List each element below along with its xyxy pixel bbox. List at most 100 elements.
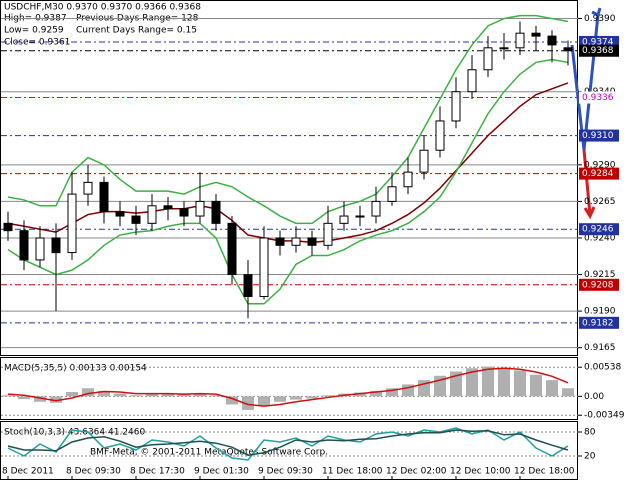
candle-body <box>227 222 237 276</box>
level-label: 0.9310 <box>582 131 614 141</box>
candle-body <box>371 200 381 217</box>
x-tick-label: 8 Dec 17:30 <box>130 467 185 477</box>
macd-bar <box>146 393 158 397</box>
info-close: Close= 0.9361 <box>4 38 70 48</box>
candle-body <box>291 237 301 246</box>
level-tag <box>579 129 619 142</box>
y-tick-label: 0.9165 <box>584 343 616 353</box>
candle-body <box>179 208 189 217</box>
macd-bar <box>562 388 574 397</box>
y-tick-label: 0.00 <box>584 392 604 402</box>
level-label: 0.9336 <box>582 93 614 103</box>
x-tick-label: 8 Dec 09:30 <box>66 467 121 477</box>
indicator-line <box>7 58 569 305</box>
y-tick-label: 20 <box>584 452 596 462</box>
level-label: 0.9284 <box>582 169 614 179</box>
candle-body <box>483 47 493 71</box>
y-tick-label: 0.9390 <box>584 14 616 24</box>
macd-bar <box>306 396 318 399</box>
level-label: 0.9374 <box>582 37 614 47</box>
level-label: 0.9208 <box>582 280 614 290</box>
macd-bar <box>50 396 62 403</box>
y-tick-label: 0.00538 <box>584 363 621 373</box>
macd-title: MACD(5,35,5) 0.00133 0.00154 <box>4 364 147 374</box>
candle-body <box>307 237 317 246</box>
x-tick-label: 9 Dec 09:30 <box>258 467 313 477</box>
main-panel <box>0 0 578 356</box>
y-tick-label: 0.9290 <box>584 160 616 170</box>
macd-bar <box>18 396 30 400</box>
macd-bar <box>354 392 366 397</box>
candle-body <box>387 186 397 202</box>
macd-bar <box>370 390 382 397</box>
macd-bar <box>178 394 190 397</box>
candle-body <box>515 32 525 49</box>
level-tag <box>579 167 619 180</box>
candle-body <box>131 215 141 224</box>
macd-bar <box>210 395 222 397</box>
macd-bar <box>290 396 302 400</box>
candle-body <box>195 200 205 217</box>
candle-body <box>403 171 413 188</box>
indicator-line <box>7 14 569 225</box>
level-tag <box>579 316 619 329</box>
candle-body <box>355 215 365 218</box>
macd-bar <box>98 390 110 397</box>
candle-body <box>211 200 221 224</box>
y-tick-label: 0.9215 <box>584 270 616 280</box>
y-tick-label: 80 <box>584 428 596 438</box>
macd-bar <box>322 395 334 397</box>
macd-bar <box>2 395 14 397</box>
candle-body <box>83 181 93 195</box>
candle-body <box>163 205 173 210</box>
level-label: 0.9246 <box>582 225 614 235</box>
x-tick-label: 8 Dec 2011 <box>2 467 54 477</box>
x-tick-label: 12 Dec 18:00 <box>514 467 575 477</box>
info-low: Low= 0.9259 <box>4 26 64 36</box>
y-tick-label: 0.9265 <box>584 197 616 207</box>
level-tag <box>579 44 619 57</box>
macd-bar <box>242 396 254 410</box>
candle-body <box>243 274 253 297</box>
indicator-line <box>7 367 569 407</box>
macd-bar <box>466 368 478 397</box>
candle-body <box>339 215 349 224</box>
candle-body <box>563 47 573 52</box>
x-tick-label: 12 Dec 10:00 <box>450 467 511 477</box>
indicator-line <box>7 429 569 456</box>
x-tick-label: 12 Dec 02:00 <box>386 467 447 477</box>
macd-bar <box>162 393 174 397</box>
candle-body <box>99 181 109 213</box>
macd-bar <box>402 384 414 397</box>
footer: BMF-Meta, © 2001-2011 MetaQuotes Softwar… <box>90 448 328 458</box>
candle-body <box>419 149 429 173</box>
macd-bar <box>498 368 510 397</box>
candle-body <box>467 69 477 93</box>
candle-body <box>531 32 541 37</box>
info-cur-range: Current Days Range= 0.15 <box>76 26 197 36</box>
macd-bar <box>226 396 238 405</box>
macd-bar <box>194 393 206 397</box>
macd-bar <box>258 396 270 407</box>
y-tick-label: 0.9240 <box>584 233 616 243</box>
chart-title: USDCHF,M30 0.9370 0.9370 0.9366 0.9368 <box>4 3 201 13</box>
candle-body <box>35 237 45 261</box>
candle-body <box>435 120 445 151</box>
candle-body <box>451 91 461 122</box>
forecast-arrow-head <box>591 7 602 18</box>
candle-body <box>275 237 285 246</box>
macd-bar <box>274 396 286 402</box>
macd-bar <box>114 393 126 397</box>
forecast-arrow-down <box>582 149 596 220</box>
macd-bar <box>482 366 494 397</box>
level-tag <box>579 278 619 291</box>
candle-body <box>3 222 13 232</box>
level-tag <box>579 91 619 104</box>
macd-bar <box>450 371 462 397</box>
candle-body <box>547 35 557 46</box>
x-tick-label: 9 Dec 01:30 <box>194 467 249 477</box>
macd-bar <box>546 380 558 397</box>
y-tick-label: -0.00349 <box>584 411 625 421</box>
level-tag <box>579 223 619 236</box>
